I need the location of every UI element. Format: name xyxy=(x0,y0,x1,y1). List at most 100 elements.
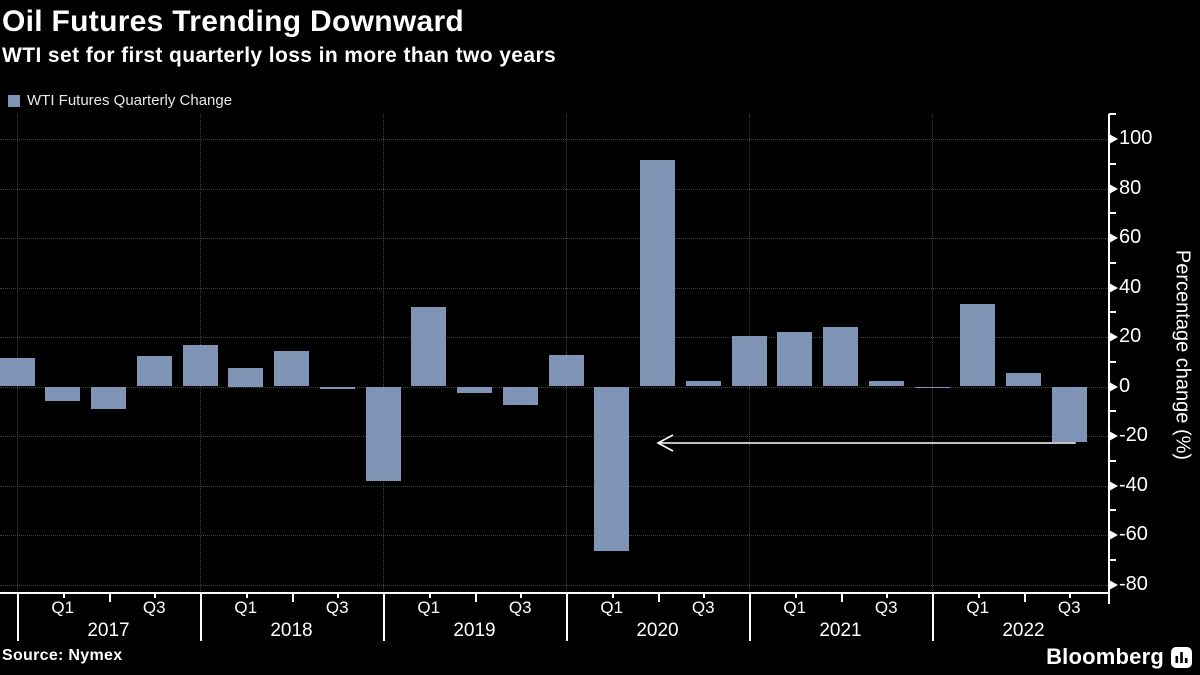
x-axis-quarter-label: Q3 xyxy=(142,598,166,617)
bar-2021-Q2 xyxy=(823,326,858,387)
x-axis-quarter-tick xyxy=(1069,593,1072,598)
y-axis-minor-tick xyxy=(1109,509,1116,512)
year-gridline xyxy=(566,114,567,593)
bar-2018-Q1 xyxy=(228,367,264,387)
year-gridline xyxy=(383,114,384,593)
y-axis-tick-label: 60 xyxy=(1119,226,1142,249)
x-axis-year-label: 2020 xyxy=(636,620,679,641)
bar-2017-Q1 xyxy=(45,386,81,401)
h-gridline xyxy=(0,485,1108,487)
y-axis-major-tick xyxy=(1109,233,1118,243)
legend: WTI Futures Quarterly Change xyxy=(8,92,232,109)
y-axis-minor-tick xyxy=(1109,311,1116,314)
y-axis-tick-label: 0 xyxy=(1119,374,1131,397)
y-axis-minor-tick xyxy=(1109,261,1116,264)
x-axis-quarter-label: Q1 xyxy=(783,598,807,617)
x-axis-year-tick xyxy=(749,593,751,641)
x-axis-quarter-tick xyxy=(886,593,889,598)
bar-2018-Q2 xyxy=(274,351,309,387)
bar-2019-Q2 xyxy=(457,386,492,394)
h-gridline xyxy=(0,584,1108,586)
y-axis-major-tick xyxy=(1109,381,1118,392)
year-gridline xyxy=(932,114,933,593)
x-axis-quarter-label: Q3 xyxy=(508,598,532,617)
y-axis-major-tick xyxy=(1109,480,1118,491)
bar-2022-Q3 xyxy=(1051,386,1087,443)
bar-2017-Q4 xyxy=(182,344,218,387)
year-gridline xyxy=(17,114,18,593)
bar-2022-Q1 xyxy=(960,304,996,387)
y-axis-tick-label: 20 xyxy=(1119,325,1142,348)
x-axis-year-tick xyxy=(566,593,568,641)
bar-2020-Q1 xyxy=(594,386,630,552)
source-note: Source: Nymex xyxy=(2,647,123,664)
bar-2019-Q3 xyxy=(502,386,538,406)
x-axis-midyear-tick xyxy=(291,593,294,602)
x-axis-line xyxy=(0,592,1110,594)
x-axis-quarter-label: Q3 xyxy=(325,598,349,617)
x-axis-midyear-tick xyxy=(108,593,111,602)
bar-2019-Q4 xyxy=(548,354,584,387)
bar-2022-Q2 xyxy=(1006,372,1041,387)
x-axis-year-label: 2018 xyxy=(270,620,313,641)
y-axis-tick-label: -80 xyxy=(1119,572,1148,595)
x-axis-year-label: 2017 xyxy=(87,620,130,641)
y-axis-minor-tick xyxy=(1109,459,1116,462)
y-axis-major-tick xyxy=(1109,134,1118,144)
legend-swatch-icon xyxy=(8,94,20,107)
x-axis-year-label: 2019 xyxy=(453,620,496,641)
bar-2020-Q3 xyxy=(685,380,721,387)
bar-2021-Q3 xyxy=(868,381,904,387)
annotation-arrow-left xyxy=(655,434,1076,453)
y-axis-major-tick xyxy=(1109,183,1118,194)
x-axis-quarter-tick xyxy=(611,593,614,598)
x-axis-quarter-label: Q3 xyxy=(874,598,898,617)
y-axis-tick-label: -40 xyxy=(1119,473,1148,496)
bar-2016-Q4 xyxy=(0,358,35,387)
h-gridline xyxy=(0,188,1108,190)
x-axis-year-tick xyxy=(932,593,934,641)
bloomberg-wordmark: Bloomberg xyxy=(1046,644,1164,669)
x-axis-midyear-tick xyxy=(474,593,477,602)
x-axis-quarter-tick xyxy=(62,593,65,598)
y-axis-major-tick xyxy=(1109,530,1118,540)
y-axis-minor-tick xyxy=(1109,212,1116,215)
x-axis-quarter-tick xyxy=(977,593,980,598)
page-title: Oil Futures Trending Downward xyxy=(2,5,465,38)
y-axis-label: Percentage change (%) xyxy=(1171,249,1194,461)
h-gridline xyxy=(0,238,1108,239)
legend-label: WTI Futures Quarterly Change xyxy=(27,92,233,109)
x-axis-quarter-label: Q1 xyxy=(966,598,990,617)
page-subtitle: WTI set for first quarterly loss in more… xyxy=(2,44,557,67)
x-axis-quarter-label: Q1 xyxy=(234,598,258,617)
bloomberg-chart-icon xyxy=(1171,646,1192,668)
h-gridline xyxy=(0,337,1108,338)
bloomberg-logo: Bloomberg xyxy=(1046,644,1192,670)
x-axis-quarter-tick xyxy=(245,593,248,598)
y-axis-line xyxy=(1108,114,1110,593)
bar-2020-Q2 xyxy=(640,160,675,387)
y-axis-tick-label: -20 xyxy=(1119,424,1148,447)
h-gridline xyxy=(0,287,1108,289)
y-axis-major-tick xyxy=(1109,332,1118,342)
h-gridline xyxy=(0,436,1108,437)
x-axis-year-label: 2021 xyxy=(819,620,862,641)
bar-2017-Q2 xyxy=(91,386,126,409)
x-axis-quarter-label: Q3 xyxy=(691,598,715,617)
x-axis-quarter-label: Q1 xyxy=(600,598,624,617)
x-axis-year-tick xyxy=(17,593,19,641)
bar-2018-Q3 xyxy=(319,386,355,390)
x-axis-midyear-tick xyxy=(1023,593,1026,602)
y-axis-tick-label: -60 xyxy=(1119,523,1148,546)
x-axis-end-tick xyxy=(1108,593,1110,604)
y-axis-tick-label: 80 xyxy=(1119,176,1142,199)
bar-2021-Q1 xyxy=(777,332,813,387)
y-axis-minor-tick xyxy=(1109,113,1116,116)
y-axis-tick-label: 40 xyxy=(1119,275,1142,298)
y-axis-major-tick xyxy=(1109,431,1118,441)
bar-2019-Q1 xyxy=(411,307,447,387)
x-axis-quarter-tick xyxy=(428,593,431,598)
x-axis-quarter-tick xyxy=(703,593,706,598)
